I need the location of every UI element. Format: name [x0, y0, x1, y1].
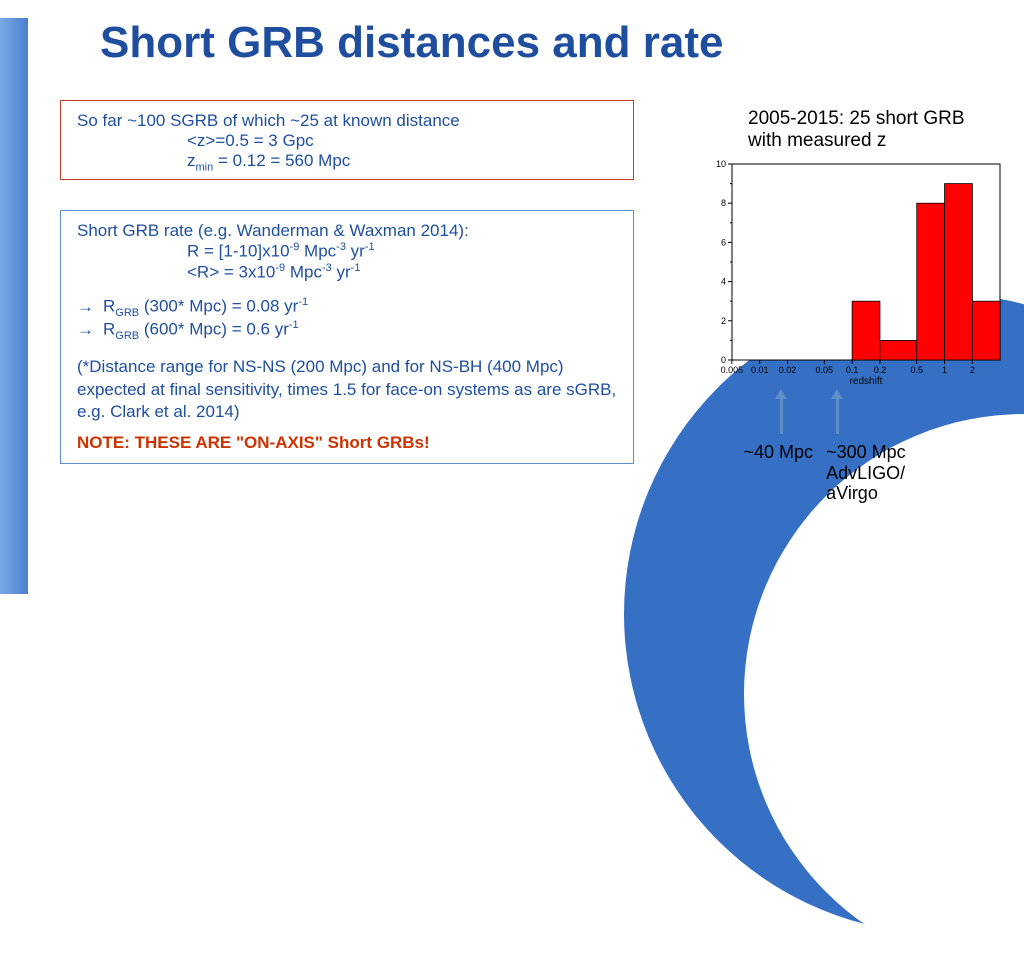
svg-text:redshift: redshift: [850, 376, 883, 386]
svg-text:6: 6: [721, 237, 726, 247]
svg-text:0: 0: [721, 355, 726, 365]
redshift-histogram: 0 2 4 6 8 10 0.005 0.01 0.02 0.05 0.1 0.2 0.5 1 2 redsh…: [708, 158, 1006, 386]
svg-text:0.5: 0.5: [910, 365, 923, 375]
rate-result2: →RGRB (600* Mpc) = 0.6 yr-1: [77, 319, 617, 342]
arrow-300mpc: [836, 398, 839, 434]
svg-text:0.005: 0.005: [721, 365, 744, 375]
box1-line1: So far ~100 SGRB of which ~25 at known d…: [77, 111, 617, 131]
rate-heading: Short GRB rate (e.g. Wanderman & Waxman …: [77, 221, 617, 241]
left-gradient-strip: [0, 18, 28, 594]
svg-text:2: 2: [970, 365, 975, 375]
arrow-40mpc: [780, 398, 783, 434]
rate-eq1: R = [1-10]x10-9 Mpc-3 yr-1: [187, 241, 617, 262]
svg-text:0.05: 0.05: [816, 365, 834, 375]
svg-text:0.2: 0.2: [874, 365, 887, 375]
arrow-300mpc-label: ~300 Mpc AdvLIGO/ aVirgo: [826, 442, 936, 504]
rate-eq2: <R> = 3x10-9 Mpc-3 yr-1: [187, 262, 617, 283]
svg-text:2: 2: [721, 316, 726, 326]
rate-result1: →RGRB (300* Mpc) = 0.08 yr-1: [77, 296, 617, 319]
svg-text:1: 1: [942, 365, 947, 375]
arrow-annotations: ~40 Mpc ~300 Mpc AdvLIGO/ aVirgo: [708, 398, 1006, 538]
svg-text:10: 10: [716, 159, 726, 169]
chart-title: 2005-2015: 25 short GRB with measured z: [748, 108, 998, 152]
rate-box: Short GRB rate (e.g. Wanderman & Waxman …: [60, 210, 634, 464]
svg-text:4: 4: [721, 277, 726, 287]
svg-text:0.1: 0.1: [846, 365, 859, 375]
distance-box: So far ~100 SGRB of which ~25 at known d…: [60, 100, 634, 180]
svg-text:0.01: 0.01: [751, 365, 769, 375]
svg-text:0.02: 0.02: [779, 365, 797, 375]
box1-line2: <z>=0.5 = 3 Gpc: [187, 131, 617, 151]
page-title: Short GRB distances and rate: [100, 18, 1024, 68]
rate-note: NOTE: THESE ARE "ON-AXIS" Short GRBs!: [77, 433, 617, 453]
svg-text:8: 8: [721, 198, 726, 208]
box1-line3: zmin = 0.12 = 560 Mpc: [187, 151, 617, 173]
arrow-40mpc-label: ~40 Mpc: [744, 442, 814, 463]
rate-footnote: (*Distance range for NS-NS (200 Mpc) and…: [77, 356, 617, 422]
